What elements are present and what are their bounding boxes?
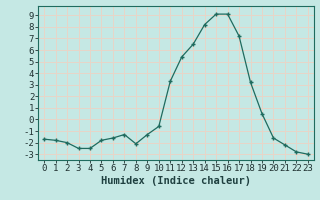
X-axis label: Humidex (Indice chaleur): Humidex (Indice chaleur) bbox=[101, 176, 251, 186]
